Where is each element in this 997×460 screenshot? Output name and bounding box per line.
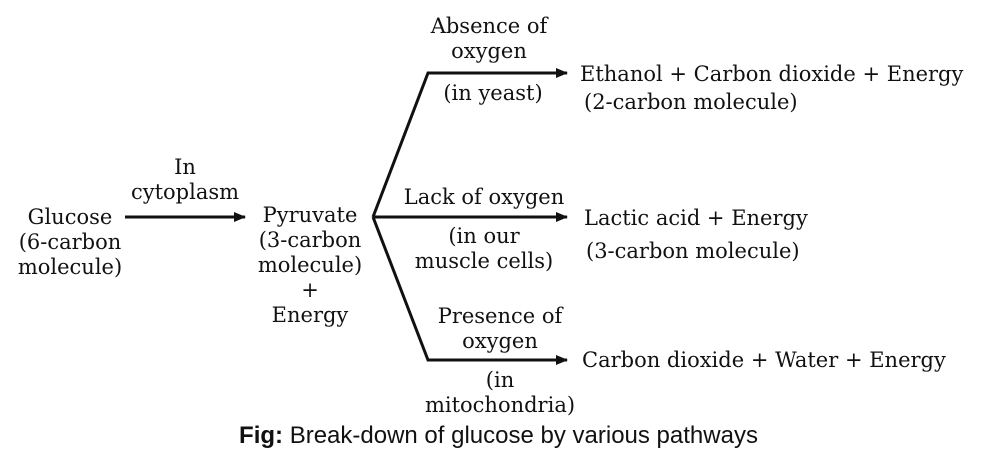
pyruvate-plus: + [301, 278, 319, 302]
arrow-to-ethanol [371, 68, 568, 218]
pathway-2-location-line-1: (in our [448, 224, 520, 248]
pyruvate-block: Pyruvate (3-carbon molecule) + Energy [248, 203, 372, 328]
pyruvate-detail-line-2: molecule) [257, 253, 363, 277]
pathway-3-condition-line-1: Presence of [437, 304, 563, 328]
caption-text: Break-down of glucose by various pathway… [289, 422, 758, 449]
pyruvate-detail-line-1: (3-carbon [258, 228, 362, 252]
glucose-detail-line-2: molecule) [17, 255, 123, 279]
pathway-2-product: Lactic acid + Energy [584, 206, 808, 230]
pathway-2-condition-line-1: Lack of oxygen [403, 185, 565, 209]
cytoplasm-line-2: cytoplasm [130, 180, 240, 204]
pathway-2-location-line-2: muscle cells) [414, 249, 554, 273]
caption-prefix: Fig: [239, 422, 284, 449]
pathway-1-condition: Absence of oxygen [405, 14, 573, 64]
pathway-2-location: (in our muscle cells) [402, 224, 566, 274]
glucose-detail-line-1: (6-carbon [18, 230, 122, 254]
pathway-1-product: Ethanol + Carbon dioxide + Energy [580, 62, 964, 86]
pathway-1-condition-line-1: Absence of [430, 14, 548, 38]
figure-caption: Fig: Break-down of glucose by various pa… [0, 422, 997, 450]
pathway-3-condition: Presence of oxygen [420, 304, 580, 354]
pathway-1-location-line-1: (in yeast) [443, 81, 543, 105]
pathway-3-location-line-1: (in [485, 368, 515, 392]
pyruvate-label: Pyruvate [262, 203, 358, 227]
pathway-2-product-detail: (3-carbon molecule) [586, 239, 800, 263]
arrow-to-carbon-dioxide-water [371, 216, 568, 365]
pathway-1-condition-line-2: oxygen [451, 39, 527, 63]
pathway-3-condition-line-2: oxygen [462, 329, 538, 353]
cytoplasm-condition: In cytoplasm [120, 155, 250, 205]
cytoplasm-line-1: In [174, 155, 196, 179]
glucose-block: Glucose (6-carbon molecule) [10, 205, 130, 280]
pathway-3-product: Carbon dioxide + Water + Energy [582, 348, 946, 372]
pyruvate-energy: Energy [271, 303, 349, 327]
pathway-3-location: (in mitochondria) [412, 368, 588, 418]
glucose-label: Glucose [27, 205, 113, 229]
pathway-1-location: (in yeast) [425, 81, 561, 106]
pathway-3-location-line-2: mitochondria) [424, 393, 576, 417]
pathway-2-condition: Lack of oxygen [392, 185, 576, 210]
pathway-1-product-detail: (2-carbon molecule) [584, 90, 798, 114]
